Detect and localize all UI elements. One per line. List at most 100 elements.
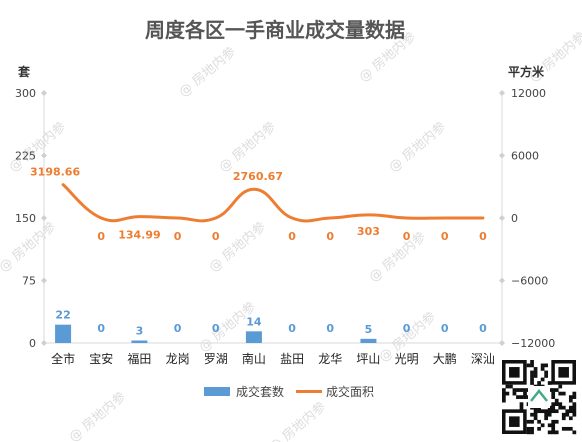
qr-module	[533, 374, 538, 378]
bar	[55, 324, 72, 343]
left-tick-label: 225	[15, 150, 36, 163]
left-tick-mark	[41, 215, 47, 221]
bar	[360, 338, 377, 343]
line-data-label: 0	[174, 230, 182, 243]
bar-series	[55, 324, 377, 343]
qr-module	[572, 391, 577, 396]
qr-module	[502, 388, 506, 392]
left-axis-ticks: 0 75 150 225 300	[15, 87, 47, 350]
category-label: 坪山	[356, 352, 380, 366]
qr-module	[568, 426, 573, 431]
watermark-text: @ 房地内参	[0, 219, 59, 276]
watermark-text: @ 房地内参	[386, 119, 449, 176]
qr-module	[530, 419, 534, 424]
qr-module	[551, 391, 556, 396]
qr-module	[551, 419, 556, 424]
qr-module	[551, 402, 556, 407]
qr-module	[558, 405, 563, 410]
chart-title: 周度各区一手商业成交量数据	[145, 18, 405, 42]
qr-module	[572, 405, 577, 410]
qr-module	[540, 409, 545, 414]
qr-module	[540, 377, 545, 382]
qr-finder-inner	[558, 367, 569, 378]
qr-module	[530, 377, 534, 382]
bar-data-label: 0	[212, 322, 220, 335]
qr-module	[544, 416, 549, 421]
category-label: 大鹏	[433, 352, 457, 366]
qr-finder-inner	[509, 367, 520, 378]
qr-module	[526, 430, 531, 435]
qr-module	[533, 416, 538, 421]
category-label: 光明	[395, 352, 419, 366]
qr-module	[551, 430, 556, 435]
bar-data-label: 0	[326, 322, 334, 335]
bar-data-labels: 22 0 3 0 0 14 0 0 5 0 0 0	[55, 309, 487, 338]
qr-module	[561, 405, 566, 410]
qr-module	[530, 360, 534, 364]
qr-module	[519, 388, 524, 392]
qr-module	[502, 391, 506, 396]
qr-module	[530, 412, 534, 417]
bar-data-label: 0	[288, 322, 296, 335]
qr-module	[558, 402, 563, 407]
qr-module	[561, 391, 566, 396]
qr-module	[544, 363, 549, 368]
bar-data-label: 3	[136, 325, 144, 338]
qr-module	[568, 416, 573, 421]
watermark-text: @ 房地内参	[206, 219, 269, 276]
legend-bar-label: 成交套数	[236, 384, 284, 399]
qr-module	[568, 409, 573, 414]
qr-module	[551, 426, 556, 431]
qr-module	[544, 370, 549, 375]
qr-module	[519, 402, 524, 407]
right-tick-mark	[499, 215, 505, 221]
qr-module	[540, 423, 545, 428]
qr-module	[572, 430, 577, 435]
qr-module	[530, 381, 534, 385]
line-data-label: 0	[441, 230, 449, 243]
legend-line-label: 成交面积	[326, 384, 374, 399]
line-data-label: 0	[288, 230, 296, 243]
qr-module	[572, 412, 577, 417]
qr-module	[530, 430, 534, 435]
bar-data-label: 0	[403, 322, 411, 335]
qr-module	[558, 384, 563, 389]
qr-module	[526, 426, 531, 431]
qr-module	[551, 423, 556, 428]
qr-module	[565, 426, 570, 431]
qr-module	[572, 395, 577, 399]
qr-module	[540, 363, 545, 368]
category-label: 罗湖	[204, 351, 228, 366]
line-data-label: 0	[212, 230, 220, 243]
qr-module	[568, 405, 573, 410]
qr-module	[530, 374, 534, 378]
qr-module	[502, 395, 506, 399]
right-axis-unit: 平方米	[508, 64, 545, 79]
left-tick-label: 300	[15, 87, 36, 100]
qr-module	[561, 412, 566, 417]
qr-module	[537, 381, 541, 385]
qr-module	[502, 398, 506, 403]
qr-module	[519, 395, 524, 399]
right-tick-label: 12000	[511, 87, 546, 100]
qr-module	[505, 384, 510, 389]
category-labels: 全市 宝安 福田 龙岗 罗湖 南山 盐田 龙华 坪山 光明 大鹏 深汕	[51, 351, 495, 366]
qr-module	[558, 391, 563, 396]
qr-module	[554, 419, 559, 424]
qr-module	[523, 388, 527, 392]
qr-module	[568, 395, 573, 399]
left-tick-mark	[41, 152, 47, 159]
qr-module	[533, 370, 538, 375]
watermark-text: @ 房地内参	[266, 399, 329, 442]
qr-module	[544, 412, 549, 417]
qr-module	[565, 409, 570, 414]
left-tick-mark	[41, 277, 47, 284]
right-tick-mark	[499, 277, 505, 284]
qr-module	[537, 409, 541, 414]
left-tick-label: 150	[15, 212, 36, 225]
left-tick-mark	[41, 90, 47, 96]
qr-module	[547, 409, 552, 414]
right-tick-label: −12000	[511, 337, 555, 350]
right-tick-label: −6000	[511, 275, 548, 288]
bar-data-label: 5	[365, 323, 373, 336]
